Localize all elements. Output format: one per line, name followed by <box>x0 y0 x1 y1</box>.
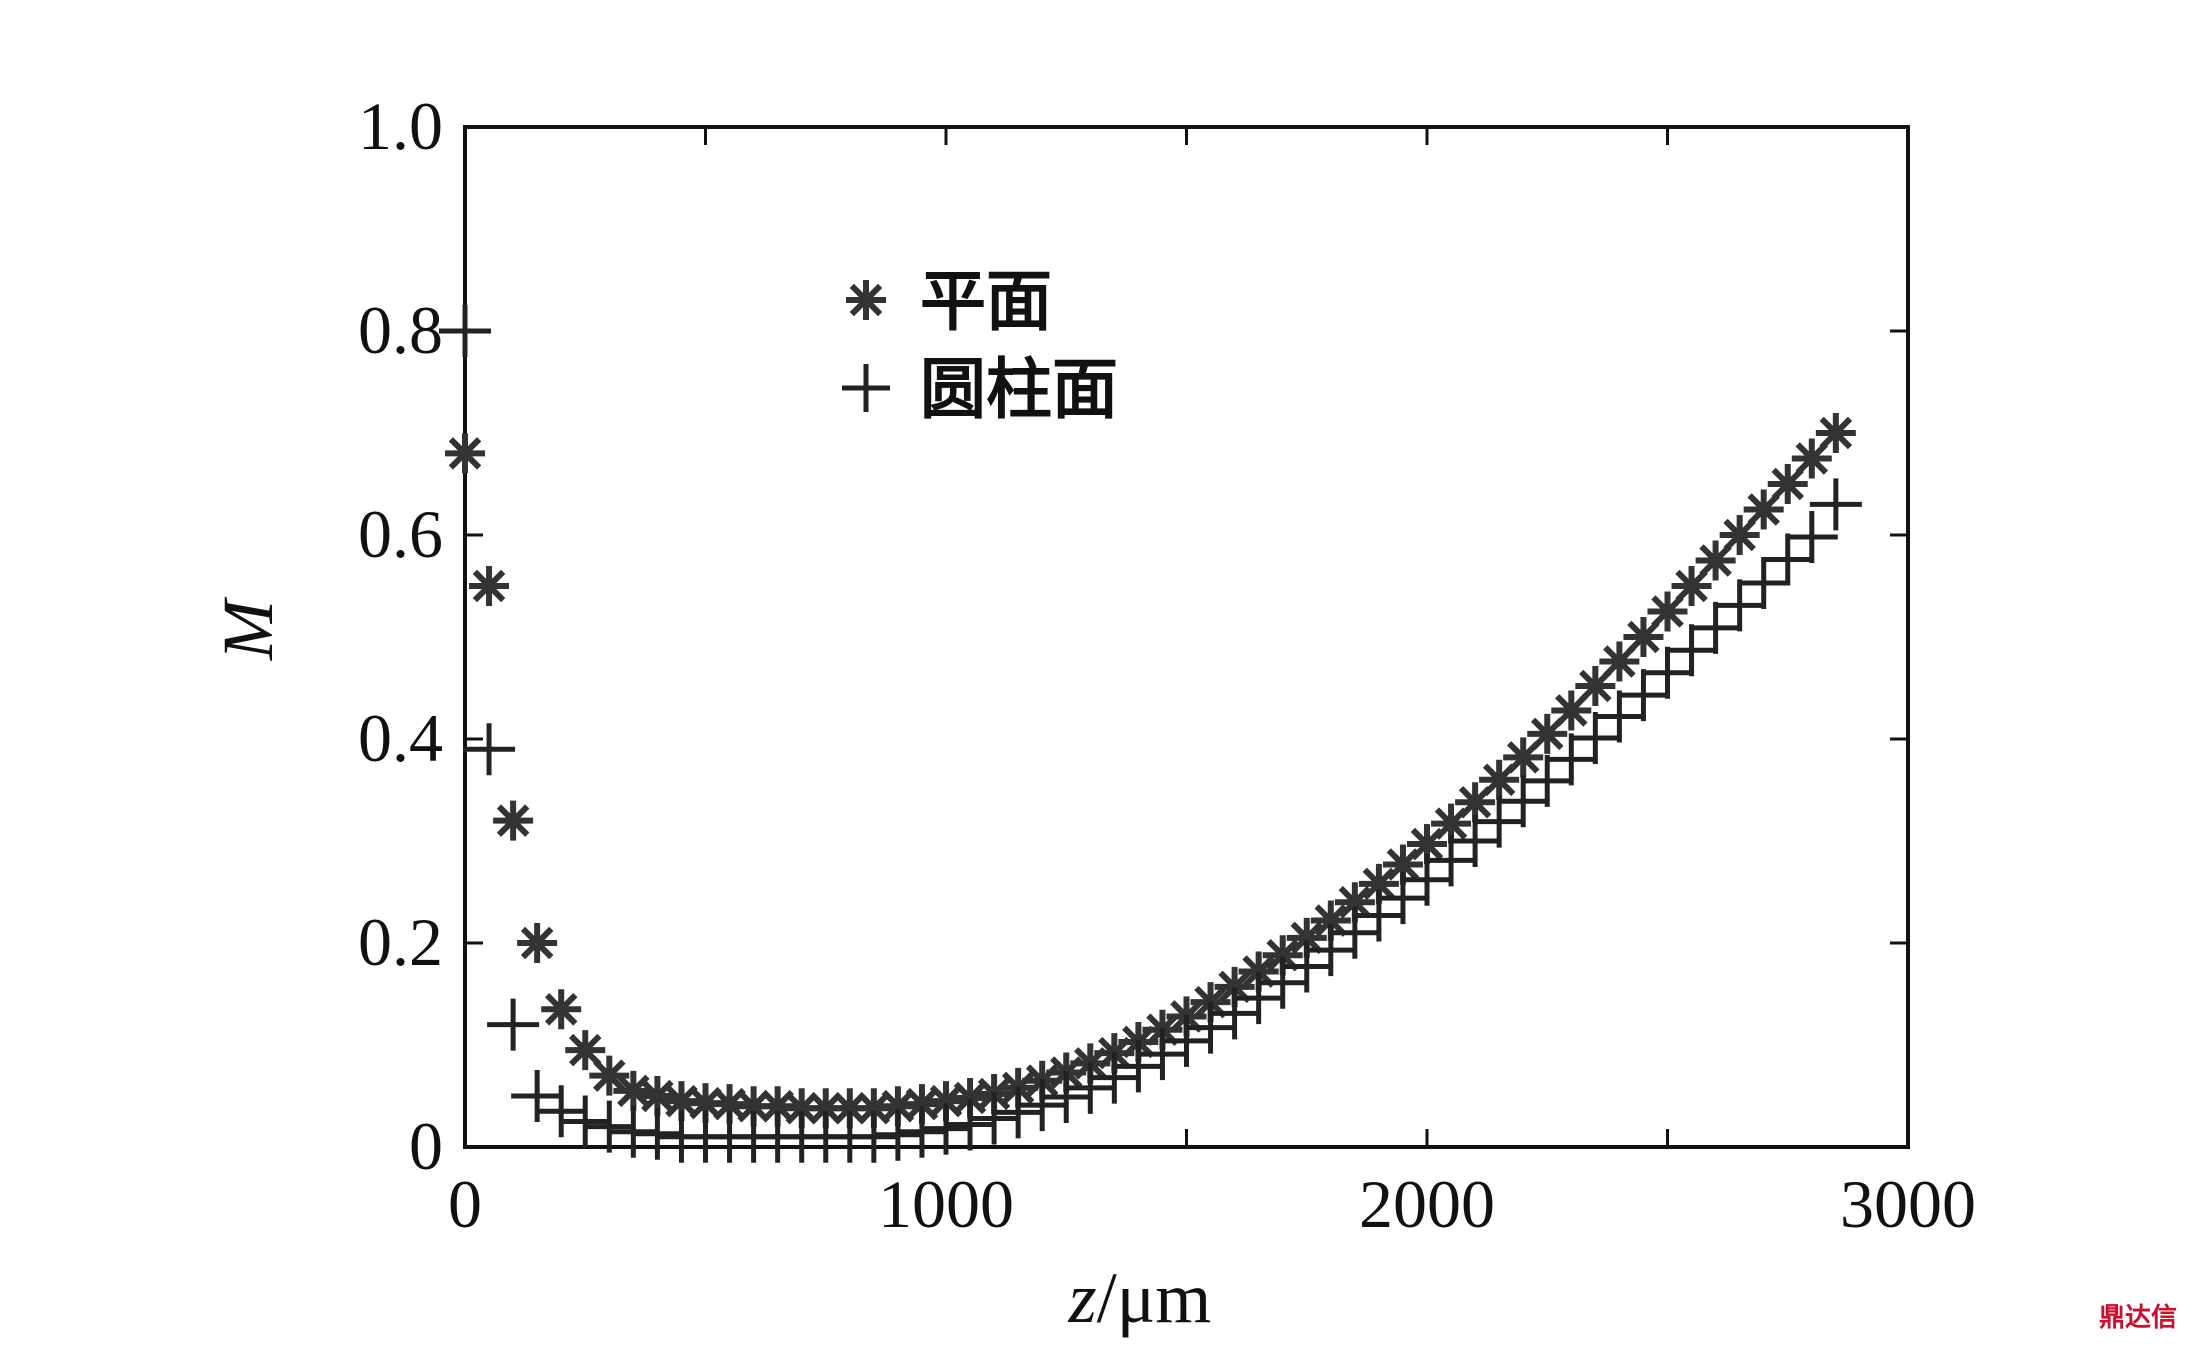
series-0-point-48 <box>1599 641 1640 682</box>
y-tick-label-5: 1.0 <box>358 88 443 164</box>
series-0 <box>445 413 1856 1129</box>
series-1-point-31 <box>1184 1001 1237 1054</box>
series-0-point-6 <box>589 1055 630 1096</box>
series-0-point-5 <box>565 1030 606 1071</box>
y-axis-label: M <box>208 596 288 661</box>
series-0-point-55 <box>1767 464 1808 504</box>
x-tick-label-3: 3000 <box>1840 1166 1976 1242</box>
series-0-point-54 <box>1743 489 1784 530</box>
series-1-point-44 <box>1497 775 1550 828</box>
series-1-point-3 <box>511 1070 564 1122</box>
series-0-point-3 <box>517 923 558 963</box>
series-1-point-51 <box>1665 624 1718 677</box>
series-1-point-53 <box>1713 579 1766 632</box>
x-tick-label-2: 2000 <box>1359 1166 1495 1242</box>
series-1-point-1 <box>463 723 516 776</box>
series-1-point-50 <box>1641 646 1694 699</box>
series-0-point-8 <box>637 1076 678 1116</box>
series-0-point-2 <box>493 800 534 841</box>
series-0-point-45 <box>1527 713 1568 754</box>
series-0-point-52 <box>1695 540 1736 581</box>
series-1-point-24 <box>1016 1079 1069 1132</box>
series-1-point-28 <box>1112 1040 1165 1093</box>
series-0-point-44 <box>1503 737 1544 778</box>
series-1-point-19 <box>895 1105 948 1158</box>
series-1-point-22 <box>968 1092 1021 1145</box>
x-axis-label: z/μm <box>1068 1258 1212 1338</box>
series-1-point-46 <box>1545 733 1598 786</box>
series-1-point-57 <box>1809 478 1862 531</box>
series-1-point-8 <box>631 1107 684 1160</box>
series-1-point-29 <box>1136 1028 1189 1081</box>
series-1-point-27 <box>1088 1051 1141 1104</box>
x-axis-label-unit: /μm <box>1097 1258 1212 1338</box>
legend-marker-0 <box>846 280 886 320</box>
series-0-point-4 <box>541 989 582 1030</box>
series-1-point-18 <box>871 1108 924 1161</box>
series-1-point-21 <box>944 1098 997 1151</box>
y-tick-label-1: 0.2 <box>358 904 443 980</box>
y-tick-label-3: 0.6 <box>358 496 443 572</box>
series-0-point-47 <box>1575 665 1616 706</box>
series-0-point-1 <box>469 566 510 606</box>
series-1-point-6 <box>583 1100 636 1153</box>
legend-label-0: 平面 <box>920 263 1052 340</box>
x-axis: 0 1000 2000 3000 <box>448 127 1976 1242</box>
series-1-point-54 <box>1737 556 1790 609</box>
series-1-point-2 <box>487 998 540 1051</box>
y-tick-label-0: 0 <box>409 1108 443 1184</box>
series-1-point-0 <box>439 305 491 357</box>
series-1-point-20 <box>920 1102 972 1155</box>
series-0-point-53 <box>1719 515 1760 555</box>
series-1 <box>439 305 1862 1163</box>
series-1-point-45 <box>1521 754 1574 807</box>
series-0-point-7 <box>613 1070 654 1111</box>
series-0-point-46 <box>1551 690 1592 731</box>
series-1-point-49 <box>1617 669 1670 722</box>
x-axis-label-var: z <box>1068 1258 1097 1338</box>
series-1-point-30 <box>1160 1014 1213 1067</box>
series-0-point-50 <box>1647 591 1688 632</box>
y-tick-label-2: 0.4 <box>358 700 443 776</box>
series-0-point-57 <box>1815 413 1856 453</box>
series-0-point-51 <box>1671 566 1712 606</box>
series-1-point-26 <box>1064 1061 1117 1114</box>
series-1-point-47 <box>1569 711 1622 764</box>
series-1-point-56 <box>1785 511 1838 564</box>
series-1-point-43 <box>1473 795 1526 848</box>
x-tick-label-1: 1000 <box>878 1166 1014 1242</box>
series-0-point-0 <box>445 433 485 474</box>
legend-marker-1 <box>842 364 890 412</box>
series-1-point-48 <box>1593 690 1646 743</box>
legend-label-1: 圆柱面 <box>920 351 1118 428</box>
series-1-point-25 <box>1040 1071 1093 1124</box>
series-1-point-55 <box>1761 533 1814 586</box>
series-1-point-5 <box>559 1095 612 1148</box>
series-1-point-52 <box>1689 601 1742 654</box>
series-0-point-49 <box>1623 617 1664 657</box>
series-1-point-4 <box>535 1085 588 1138</box>
series-1-point-23 <box>992 1086 1045 1139</box>
series-0-point-56 <box>1791 438 1832 479</box>
y-tick-label-4: 0.8 <box>358 292 443 368</box>
y-axis: 0 0.2 0.4 0.6 0.8 1.0 <box>358 88 1908 1184</box>
watermark-logo: 鼎达信 <box>2098 1303 2177 1333</box>
x-tick-label-0: 0 <box>448 1166 482 1242</box>
series-layer <box>439 305 1862 1163</box>
